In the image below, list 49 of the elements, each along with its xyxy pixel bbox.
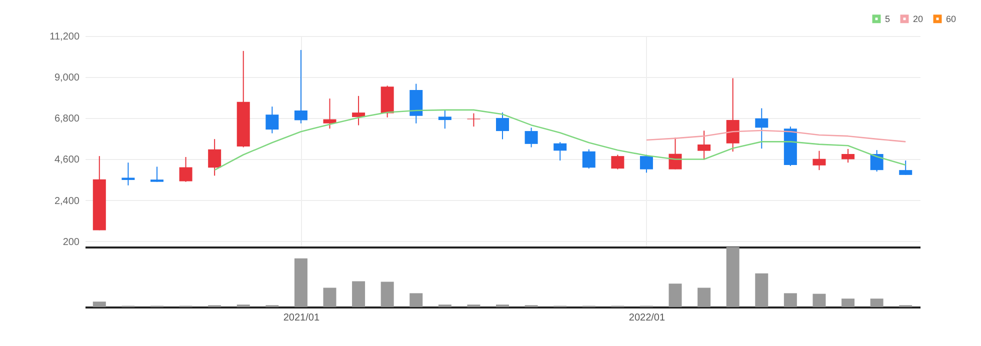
candlestick [812, 150, 826, 171]
candlestick [640, 154, 653, 174]
x-tick-label: 2021/01 [283, 312, 320, 324]
candlestick [899, 160, 912, 176]
bar [380, 282, 394, 307]
y-tick-label: 9,000 [54, 72, 80, 84]
candlestick [668, 137, 682, 170]
candlestick [611, 154, 624, 170]
line-series [214, 109, 906, 171]
legend-label: 60 [946, 14, 956, 24]
bar [784, 293, 797, 307]
bar [352, 281, 366, 307]
candlestick [467, 112, 480, 128]
y-tick-label: 2,400 [54, 196, 80, 207]
y-tick-label: 6,800 [54, 114, 80, 125]
bar [410, 293, 423, 307]
x-tick-label: 2022/01 [628, 312, 666, 324]
candlestick [150, 166, 164, 182]
legend-label: 5 [885, 14, 890, 24]
candlestick [266, 106, 279, 134]
candlestick [438, 110, 452, 130]
candlestick [122, 162, 135, 186]
candlestick [208, 138, 222, 176]
candlestick [524, 127, 538, 148]
bar [698, 288, 711, 307]
bar [870, 298, 884, 307]
bar [294, 258, 308, 307]
y-tick-label: 200 [62, 236, 80, 248]
bar [92, 302, 106, 307]
candlestick [842, 148, 855, 164]
candlestick [698, 130, 711, 160]
candlestick [755, 108, 768, 150]
candlestick [726, 78, 740, 152]
y-tick-label: 11,200 [50, 32, 80, 42]
bar [668, 284, 682, 307]
candlestick [496, 112, 509, 140]
bar [842, 298, 855, 307]
bar [812, 294, 826, 307]
bar [755, 273, 768, 307]
candlestick [323, 98, 336, 130]
legend-label: 20 [913, 14, 924, 24]
candlestick [352, 95, 366, 126]
candlestick [870, 150, 884, 172]
bar [726, 247, 740, 307]
candlestick [554, 142, 567, 162]
candlestick [179, 156, 192, 182]
candlestick [582, 148, 596, 170]
y-tick-label: 4,600 [54, 154, 80, 166]
bar [323, 288, 336, 307]
